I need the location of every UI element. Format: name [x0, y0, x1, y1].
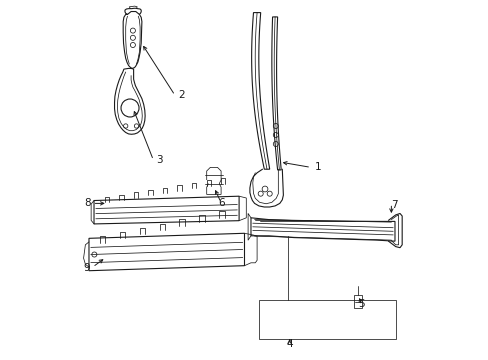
Text: 4: 4 — [285, 339, 292, 349]
Text: 5: 5 — [357, 299, 364, 309]
Text: 1: 1 — [314, 162, 321, 172]
Text: 2: 2 — [178, 90, 184, 100]
Text: 3: 3 — [156, 155, 163, 165]
Bar — [258, 300, 395, 339]
Text: 6: 6 — [217, 198, 224, 208]
Text: 7: 7 — [390, 200, 397, 210]
Text: 8: 8 — [83, 198, 90, 208]
Text: 9: 9 — [83, 263, 90, 273]
Bar — [354, 295, 362, 308]
